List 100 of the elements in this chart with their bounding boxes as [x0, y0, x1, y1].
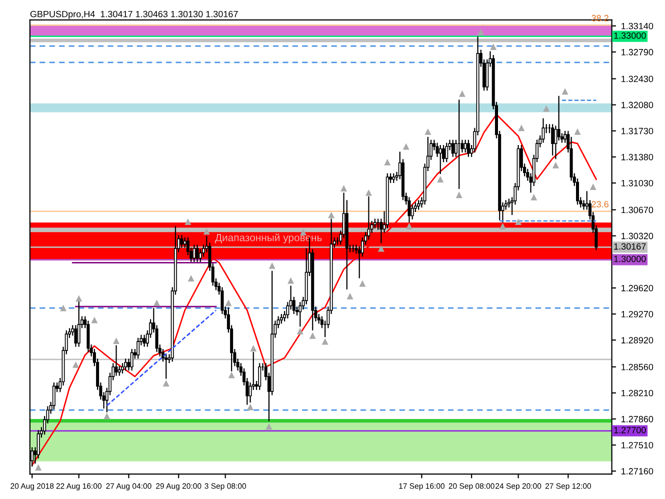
point — [543, 105, 550, 112]
point — [296, 328, 304, 334]
point — [562, 88, 568, 95]
candlestick — [408, 196, 411, 223]
candlestick — [120, 362, 124, 374]
point — [76, 295, 82, 302]
candlestick — [258, 362, 262, 390]
candlestick — [410, 204, 414, 220]
candlestick — [192, 244, 196, 262]
point — [309, 332, 316, 339]
ref-line-label: 1.27700 — [614, 426, 646, 434]
candlestick — [136, 337, 140, 360]
point — [247, 404, 254, 410]
ref-line-label: 1.30000 — [614, 256, 646, 262]
y-tick-label: 1.32790 — [622, 48, 654, 56]
point — [515, 218, 522, 225]
candlestick — [198, 248, 202, 262]
y-tick-label: 1.29620 — [622, 284, 654, 292]
point — [456, 192, 462, 198]
annotation: 23.6 — [592, 201, 608, 208]
candlestick — [445, 142, 448, 163]
candlestick — [551, 124, 554, 156]
y-tick-label: 1.27860 — [622, 416, 654, 422]
point — [590, 183, 596, 190]
point — [250, 344, 257, 352]
candlestick — [220, 286, 224, 315]
point — [552, 162, 559, 168]
ref-line-label: 1.33000 — [614, 32, 646, 39]
candlestick — [464, 139, 467, 154]
point — [266, 423, 272, 430]
point — [154, 300, 160, 306]
point — [60, 304, 67, 312]
candlestick — [114, 344, 118, 376]
point — [225, 300, 232, 306]
y-tick-label: 1.31030 — [622, 180, 654, 186]
point — [228, 372, 235, 378]
point — [288, 277, 294, 284]
point — [402, 143, 410, 150]
point — [424, 128, 432, 135]
candlestick — [542, 118, 545, 144]
point — [458, 90, 466, 97]
point — [574, 128, 581, 135]
candlestick — [180, 234, 184, 248]
y-tick-label: 1.28920 — [622, 337, 654, 344]
y-tick-label: 1.28210 — [622, 390, 654, 396]
candlestick — [373, 218, 376, 229]
y-tick-label: 1.27160 — [622, 468, 654, 474]
y-tick-label: 1.29270 — [622, 310, 654, 318]
candlestick — [280, 313, 283, 324]
candlestick — [417, 200, 420, 210]
candlestick — [74, 324, 78, 348]
candlestick — [392, 172, 396, 184]
y-tick-label: 1.31380 — [622, 154, 654, 160]
point — [300, 228, 307, 236]
ref-line-label: 1.30167 — [614, 243, 646, 250]
point — [91, 316, 98, 324]
point — [378, 245, 384, 252]
point — [346, 292, 354, 300]
candlestick — [77, 300, 80, 348]
candlestick — [142, 334, 146, 348]
point — [328, 212, 335, 218]
y-tick-label: 1.32080 — [622, 102, 654, 108]
candlestick — [557, 95, 560, 142]
point — [184, 218, 192, 225]
point — [478, 28, 484, 36]
y-tick-label: 1.27510 — [622, 442, 654, 448]
point — [530, 194, 538, 200]
candlestick — [118, 366, 121, 376]
chart-title: GBPUSDpro,H4 1.30417 1.30463 1.30130 1.30167 — [30, 10, 238, 20]
point — [322, 338, 328, 345]
point — [340, 184, 348, 192]
candlestick — [86, 320, 90, 353]
point — [365, 189, 372, 196]
point — [359, 280, 366, 287]
point — [104, 412, 110, 420]
candlestick — [438, 144, 442, 175]
candlestick — [130, 348, 134, 372]
candlestick — [196, 244, 199, 262]
point — [384, 158, 391, 166]
candlestick — [52, 382, 56, 410]
candlestick — [576, 178, 580, 206]
candlestick — [183, 236, 186, 248]
candlestick — [582, 200, 586, 210]
candlestick — [466, 139, 470, 158]
point — [203, 228, 210, 235]
point — [490, 44, 497, 50]
point — [113, 338, 120, 344]
point — [499, 222, 506, 230]
point — [72, 361, 79, 368]
y-tick-label: 1.32430 — [622, 76, 654, 82]
point — [406, 222, 412, 230]
point — [437, 176, 444, 183]
candlestick — [451, 139, 454, 158]
point — [188, 275, 194, 282]
candlestick — [124, 358, 128, 372]
point — [35, 464, 42, 471]
y-tick-label: 1.30320 — [622, 232, 654, 240]
point — [162, 380, 170, 386]
point — [268, 262, 276, 269]
y-tick-label: 1.33140 — [622, 22, 654, 30]
